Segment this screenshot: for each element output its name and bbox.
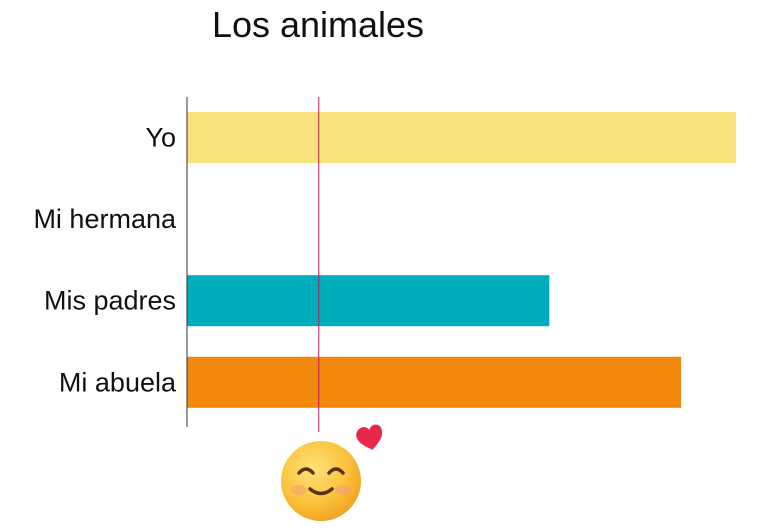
left-cheek [291,485,307,495]
smiling-face-with-heart-icon [281,424,383,521]
category-label-yo: Yo [145,123,176,153]
bar-mi-abuela [187,356,682,408]
mouth [308,487,334,496]
face-circle [281,441,361,521]
category-label-mi-hermana: Mi hermana [33,204,177,234]
bar-mis-padres [187,275,550,327]
heart-icon [356,424,383,450]
bar-yo [187,112,736,163]
right-eye [327,467,345,475]
category-label-mi-abuela: Mi abuela [59,367,177,397]
category-labels: Yo Mi hermana Mis padres Mi abuela [33,123,177,398]
bars [187,112,736,408]
category-label-mis-padres: Mis padres [44,286,176,316]
left-eye [297,467,315,475]
chart-title: Los animales [211,4,425,45]
right-cheek [335,485,351,495]
